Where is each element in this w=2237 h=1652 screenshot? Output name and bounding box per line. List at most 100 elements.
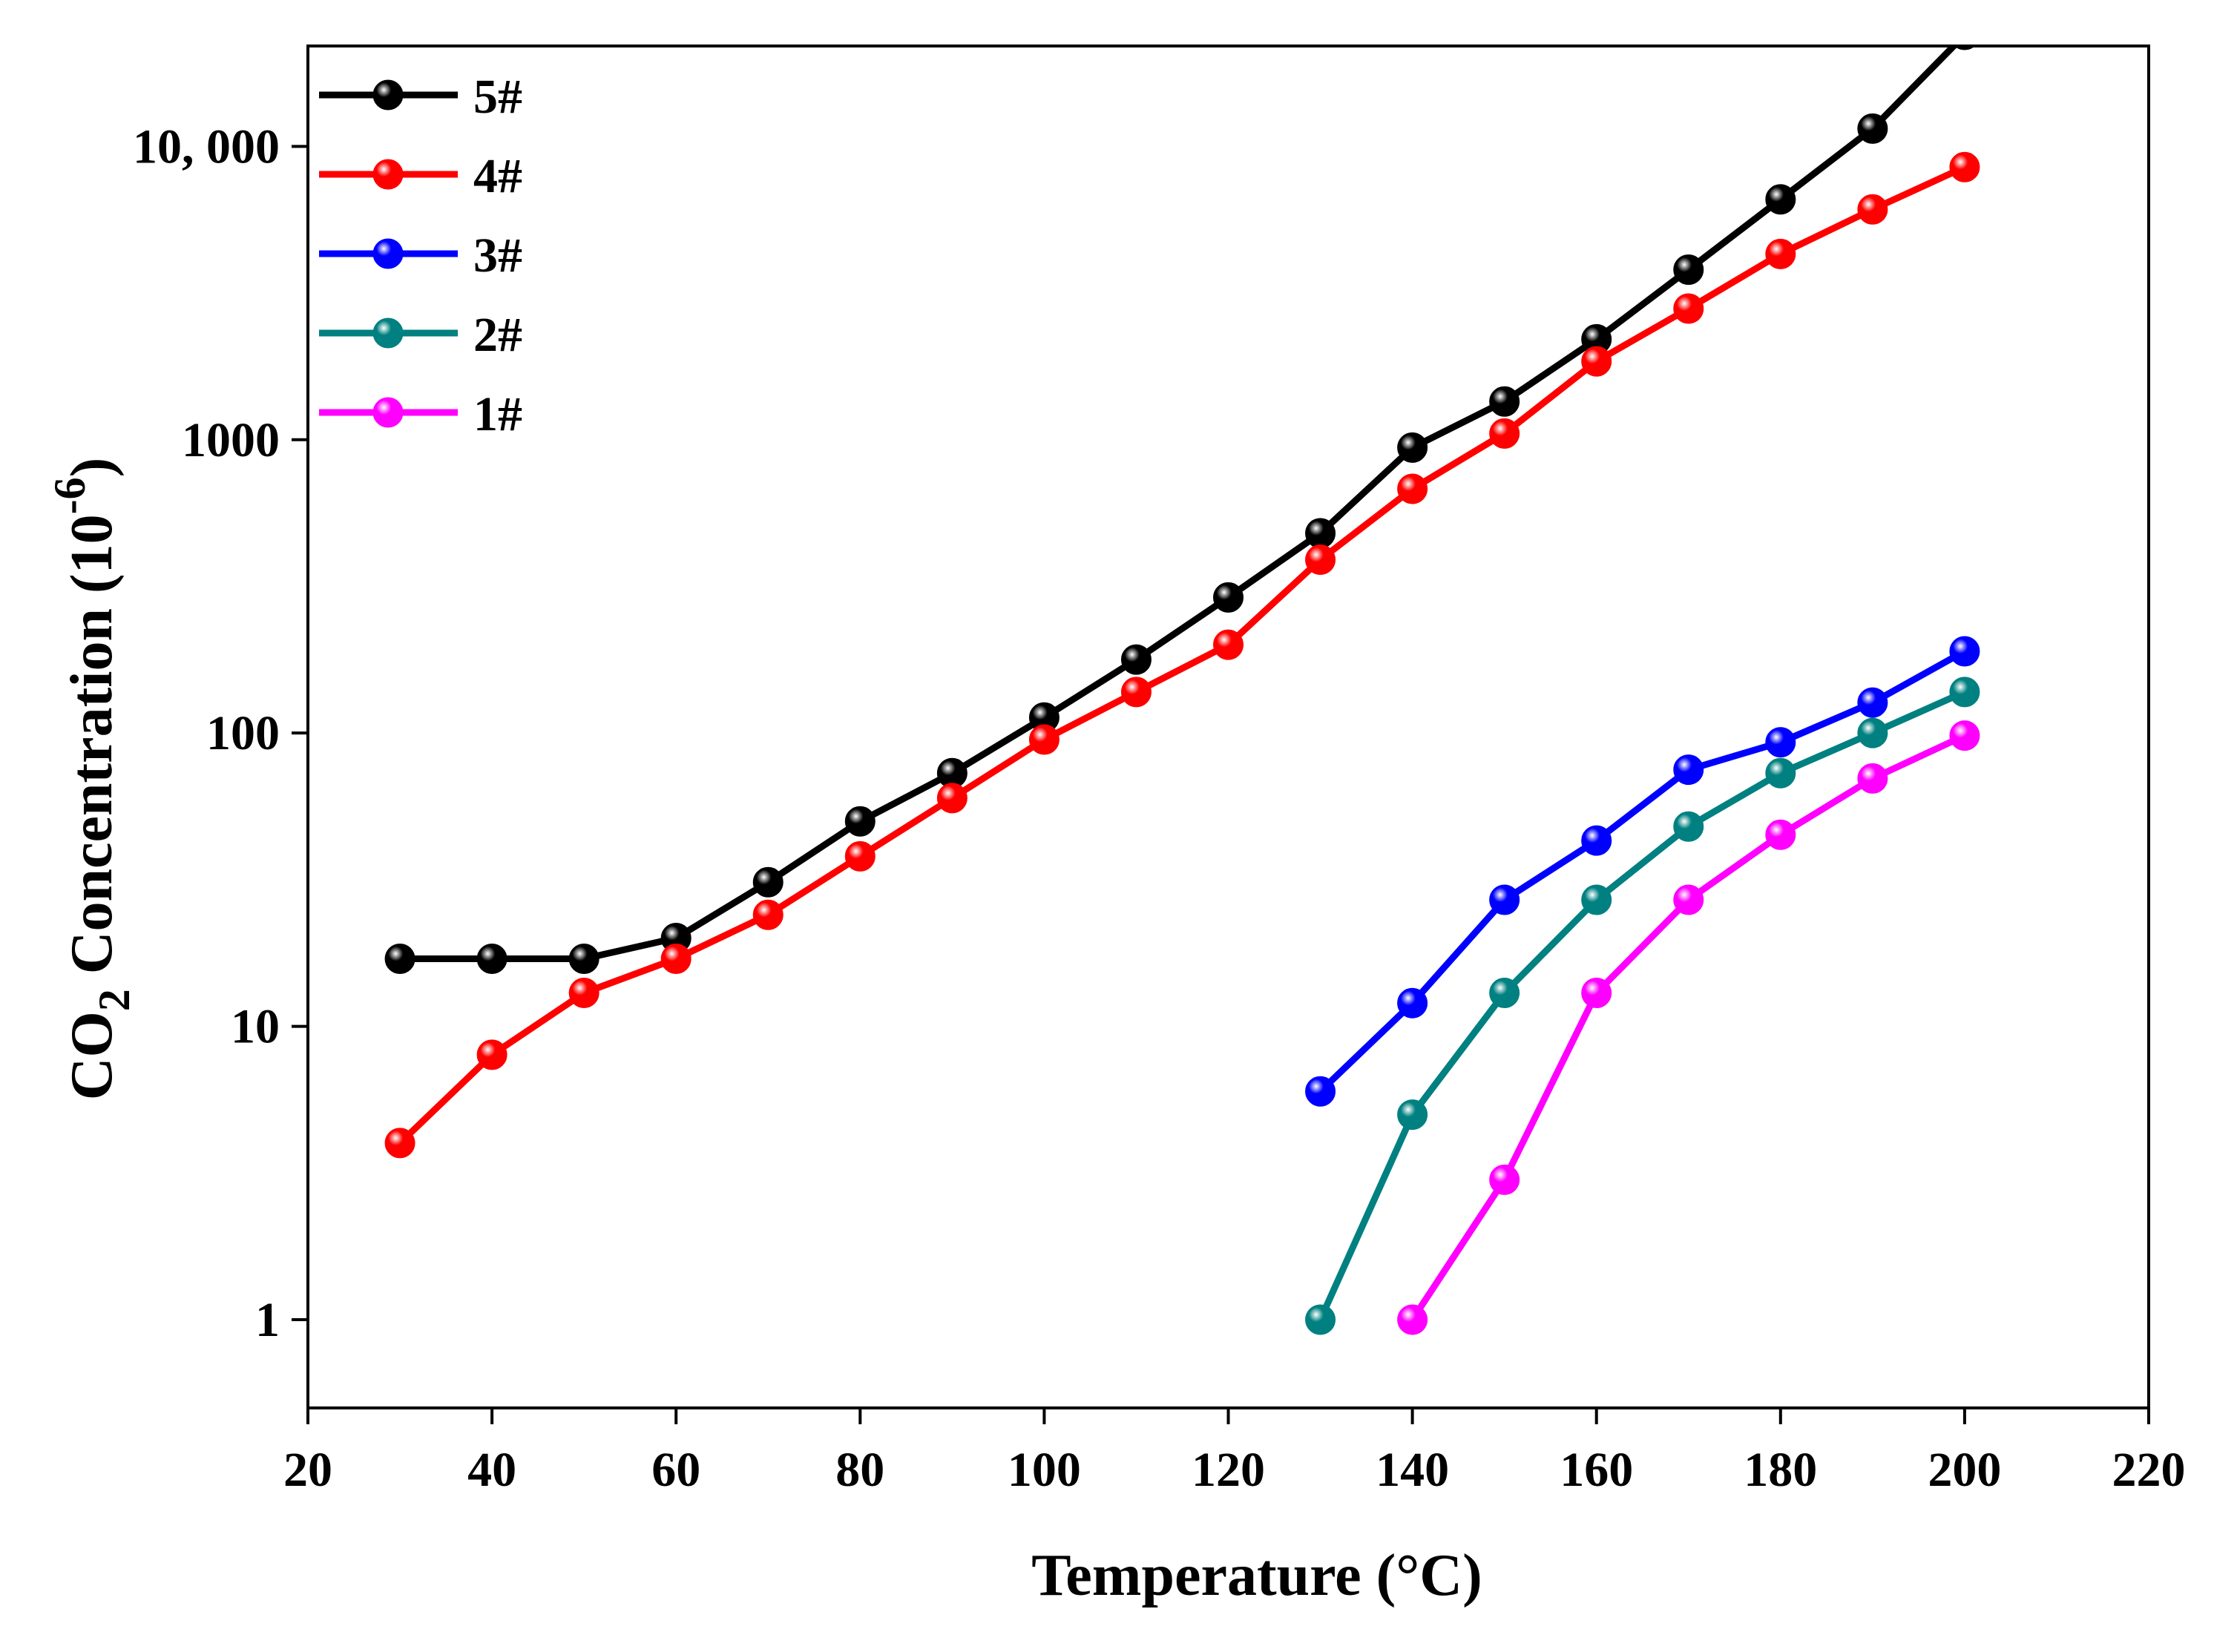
x-tick-label: 160 [1560,1443,1633,1497]
series-1# [1397,720,1980,1335]
data-point [476,943,507,974]
series-line [1317,688,1966,1321]
legend-marker [372,397,404,428]
y-axis-title-co: CO [59,1011,125,1100]
legend-marker [372,159,404,190]
data-point [1489,1164,1520,1195]
legend-item: 1# [319,387,522,441]
data-point [660,943,692,974]
data-point [936,783,968,814]
x-tick-label: 60 [651,1443,700,1497]
data-point [1949,151,1980,182]
data-point [1581,884,1612,915]
data-point [568,978,600,1009]
data-point [1765,238,1796,269]
data-point [1673,884,1704,915]
data-point [1857,763,1888,794]
data-point [1581,825,1612,856]
x-axis-title: Temperature (°C) [1031,1543,1482,1608]
legend-item: 4# [319,149,522,203]
legend-label: 2# [473,308,522,362]
data-point [1857,194,1888,225]
data-point [384,1128,415,1159]
y-tick-label: 10, 000 [133,119,280,174]
legend-label: 4# [473,149,522,203]
data-point [1857,113,1888,144]
data-point [844,840,876,872]
series-2# [1305,677,1980,1335]
data-point [384,943,415,974]
legend-label: 5# [473,70,522,124]
legend-label: 3# [473,228,522,283]
y-axis-title: CO2 Concentration (10-6) [45,458,139,1101]
data-point [1581,978,1612,1009]
legend-item: 5# [319,70,522,124]
x-tick-label: 100 [1008,1443,1081,1497]
legend-marker [372,79,404,111]
data-point [1305,1304,1336,1335]
x-tick-label: 120 [1192,1443,1265,1497]
data-point [1028,724,1060,755]
y-axis-title-concentration: Concentration (10 [59,514,125,989]
data-point [844,806,876,837]
data-point [752,866,784,898]
data-point [752,899,784,930]
series-line [400,46,1959,962]
data-point [1397,1099,1428,1131]
data-point [1765,184,1796,215]
data-point [1305,544,1336,575]
legend: 5# 4# 3# 2# 1# [319,70,522,441]
series-3# [1305,636,1980,1107]
data-point [1397,987,1428,1018]
data-point [1120,677,1152,708]
data-point [1213,629,1244,660]
data-point [1949,720,1980,751]
data-point [1120,644,1152,675]
data-point [1949,636,1980,667]
y-axis: 1 10 100 1000 10, 000 [133,119,308,1347]
legend-label: 1# [473,387,522,441]
series-4# [384,151,1980,1159]
data-point [1213,582,1244,613]
data-point [1489,978,1520,1009]
y-axis-title-subscript: 2 [90,989,139,1011]
x-tick-label: 80 [835,1443,884,1497]
data-point [476,1039,507,1070]
data-point [1857,687,1888,718]
data-point [1397,432,1428,463]
x-tick-label: 140 [1376,1443,1449,1497]
data-point [1305,1076,1336,1107]
y-axis-title-superscript: -6 [45,477,94,514]
x-axis: 20 40 60 80 100 120 140 160 180 200 220 [283,1408,2186,1497]
data-point [1489,884,1520,915]
data-point [1305,518,1336,549]
x-tick-label: 220 [2112,1443,2186,1497]
series-line [1318,648,1967,1094]
x-tick-label: 200 [1928,1443,2001,1497]
y-tick-label: 1000 [182,413,280,467]
y-tick-label: 10 [231,1000,280,1054]
data-point [1489,386,1520,417]
plot-area [384,46,1980,1335]
data-point [1397,473,1428,504]
series-5# [384,46,1975,974]
legend-marker [372,317,404,349]
x-tick-label: 20 [283,1443,332,1497]
data-point [1954,46,1975,50]
y-axis-title-suffix: ) [59,458,125,478]
legend-item: 3# [319,228,522,283]
series-line [397,164,1966,1146]
data-point [1673,811,1704,842]
data-point [1397,1304,1428,1335]
data-point [1581,346,1612,377]
legend-marker [372,238,404,269]
data-point [1765,757,1796,789]
data-point [568,943,600,974]
data-point [1673,293,1704,324]
data-point [1857,717,1888,748]
data-point [1765,819,1796,850]
x-tick-label: 40 [467,1443,516,1497]
x-tick-label: 180 [1744,1443,1817,1497]
